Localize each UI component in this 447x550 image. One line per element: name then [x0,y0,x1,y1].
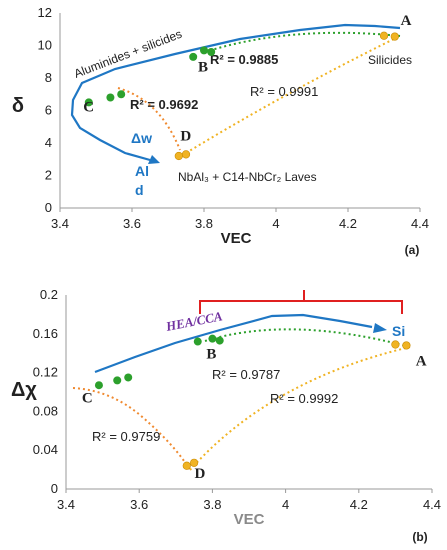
point-label-d: D [180,128,191,144]
point-label-c: C [83,100,94,116]
data-point-yellow [390,32,399,41]
y-tick-label: 6 [45,103,52,118]
y-tick-label: 4 [45,135,52,150]
fit-curve-c-d [72,387,191,471]
fit-curve-d-a [189,346,411,471]
point-label-c: C [82,390,93,406]
y-tick-label: 0.2 [40,287,58,302]
panel-label-a: (a) [405,243,420,257]
data-point-green [124,373,133,382]
annotation-laves: NbAl₃ + C14-NbCr₂ Laves [178,170,317,184]
data-point-green [200,46,208,55]
y-tick-label: 12 [38,5,52,20]
fit-curve-d-a [185,35,401,154]
x-tick-label: 4 [282,497,289,512]
x-tick-label: 3.8 [203,497,221,512]
r2-label-a-b: R² = 0.9885 [210,52,278,67]
y-axis-title-a: δ [12,95,24,117]
annotation-silicides: Silicides [368,53,412,67]
panel-a: 3.4 3.6 3.8 4 4.2 4.4 0 2 4 6 8 10 12 VEC δ (a) R² … [12,5,429,257]
x-tick-label: 3.4 [57,497,75,512]
x-tick-label: 4.4 [411,216,429,231]
annotation-hea-cca: HEA/CCA [164,308,224,334]
x-tick-label: 4 [272,216,279,231]
data-point-yellow [190,458,199,467]
r2-label-d-a: R² = 0.9991 [250,84,318,99]
x-axis-title-a: VEC [221,230,252,247]
envelope-curve-b [94,313,373,374]
envelope-curve-a [70,23,401,162]
fit-curve-a-b [204,328,411,348]
data-point-yellow [402,341,411,350]
r2-label-c-d: R² = 0.9692 [130,97,198,112]
point-label-b: B [198,60,208,76]
y-tick-label: 0.16 [33,326,58,341]
point-label-d: D [194,466,205,482]
fit-curve-a-b [204,31,401,53]
x-tick-label: 4.4 [423,497,441,512]
panel-label-b: (b) [412,530,427,544]
r2-label-c-d: R² = 0.9759 [92,429,160,444]
data-point-green [106,93,115,102]
data-point-green [193,337,202,346]
panel-b: 3.4 3.6 3.8 4 4.2 4.4 0 0.04 0.08 0.12 0.16 0.2 VE… [11,287,441,544]
y-tick-label: 0.12 [33,365,58,380]
data-point-green [113,376,122,385]
hea-cca-bracket [199,290,403,314]
y-tick-label: 0 [51,481,58,496]
x-axis-title-b: VEC [234,511,265,528]
x-tick-label: 4.2 [350,497,368,512]
data-point-green [94,381,103,390]
annotation-al: Al [135,163,149,179]
envelope-arrowhead-b [373,323,387,333]
x-tick-label: 3.4 [51,216,69,231]
y-tick-label: 0.08 [33,403,58,418]
x-tick-label: 3.8 [195,216,213,231]
data-point-yellow [379,31,389,40]
y-tick-label: 2 [45,168,52,183]
data-point-green [207,48,216,56]
r2-label-d-a: R² = 0.9992 [270,391,338,406]
fit-curve-c-d [117,87,181,151]
data-point-green [117,90,126,99]
annotation-si: Si [392,323,405,339]
data-point-green [189,52,198,61]
point-label-a: A [416,353,427,369]
envelope-arrowhead-a [148,155,160,164]
y-tick-label: 10 [38,38,52,53]
point-label-b: B [206,347,216,363]
data-point-yellow [391,340,400,349]
x-tick-label: 3.6 [130,497,148,512]
x-tick-label: 4.2 [339,216,357,231]
x-tick-label: 3.6 [123,216,141,231]
data-point-green [84,98,93,107]
data-point-yellow [174,151,183,161]
data-point-green [215,336,224,345]
point-label-a: A [401,13,412,29]
data-point-green [208,334,217,343]
y-tick-label: 8 [45,70,52,85]
data-point-yellow [181,150,191,159]
annotation-delta-w: Δw [131,130,152,146]
annotation-d: d [135,182,144,198]
y-axis-title-b: Δχ [11,379,37,401]
r2-label-a-b: R² = 0.9787 [212,367,280,382]
annotation-aluminides-silicides: Aluminides + silicides [72,27,184,81]
data-point-yellow [182,461,191,470]
y-tick-label: 0 [45,200,52,215]
y-tick-label: 0.04 [33,442,58,457]
